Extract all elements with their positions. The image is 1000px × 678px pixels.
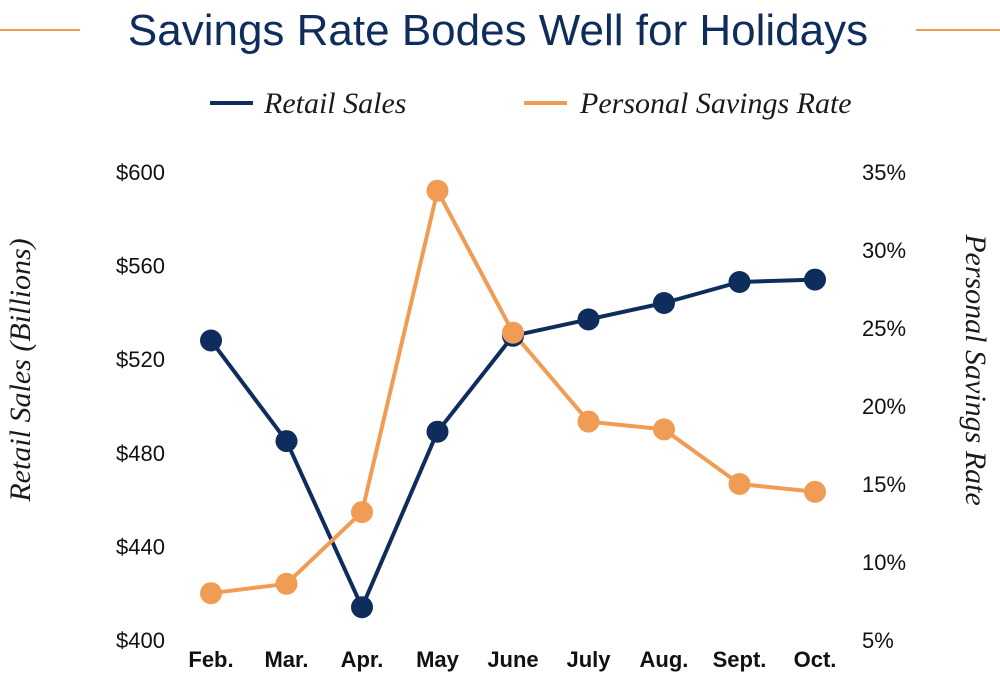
y-left-tick-label: $440 [116, 534, 165, 559]
data-point-retail-sales [728, 271, 751, 293]
data-point-retail-sales [653, 292, 675, 314]
y-left-tick-label: $480 [116, 441, 165, 466]
x-tick-labels: Feb. Mar. Apr. May June July Aug. Sept. Oct. [188, 647, 836, 672]
y-right-tick-label: 30% [862, 238, 906, 263]
y-right-tick-labels: 5% 10% 15% 20% 25% 30% 35% [862, 160, 906, 653]
x-tick-label: July [566, 647, 611, 672]
data-point-retail-sales [351, 596, 373, 619]
data-point-personal-savings-rate [577, 410, 600, 433]
data-point-personal-savings-rate [200, 582, 222, 605]
data-point-retail-sales [275, 430, 298, 453]
data-point-personal-savings-rate [653, 418, 675, 441]
y-right-tick-label: 15% [862, 472, 906, 497]
x-tick-label: Mar. [264, 647, 308, 672]
series-lines [209, 188, 816, 610]
y-left-tick-label: $600 [116, 160, 165, 185]
data-point-personal-savings-rate [351, 501, 373, 524]
y-right-axis-label: Personal Savings Rate [959, 233, 992, 506]
series-points [200, 179, 826, 619]
legend-label-savings-rate: Personal Savings Rate [579, 87, 852, 120]
y-left-tick-labels: $400 $440 $480 $520 $560 $600 [116, 160, 165, 653]
x-tick-label: Apr. [341, 647, 384, 672]
series-line-personal-savings-rate [210, 188, 816, 596]
y-left-tick-label: $400 [116, 628, 165, 653]
y-right-tick-label: 10% [862, 550, 906, 575]
data-point-personal-savings-rate [426, 179, 449, 202]
data-point-retail-sales [804, 268, 826, 291]
y-right-tick-label: 5% [862, 628, 894, 653]
y-right-tick-label: 25% [862, 316, 906, 341]
x-tick-label: May [416, 647, 460, 672]
legend: Retail Sales Personal Savings Rate [210, 87, 852, 120]
y-right-tick-label: 35% [862, 160, 906, 185]
x-tick-label: Aug. [640, 647, 689, 672]
y-left-axis-label: Retail Sales (Billions) [4, 238, 37, 502]
y-left-tick-label: $520 [116, 347, 165, 372]
data-point-personal-savings-rate [804, 480, 826, 503]
y-left-tick-label: $560 [116, 254, 165, 279]
x-tick-label: Oct. [794, 647, 837, 672]
y-right-tick-label: 20% [862, 394, 906, 419]
x-tick-label: June [487, 647, 538, 672]
data-point-retail-sales [426, 420, 449, 443]
data-point-personal-savings-rate [275, 572, 298, 595]
data-point-personal-savings-rate [728, 473, 751, 495]
chart-title: Savings Rate Bodes Well for Holidays [128, 6, 868, 55]
data-point-personal-savings-rate [502, 321, 524, 344]
x-tick-label: Feb. [188, 647, 233, 672]
legend-label-retail-sales: Retail Sales [263, 87, 406, 120]
x-tick-label: Sept. [713, 647, 767, 672]
data-point-retail-sales [200, 329, 222, 352]
data-point-retail-sales [577, 308, 600, 331]
